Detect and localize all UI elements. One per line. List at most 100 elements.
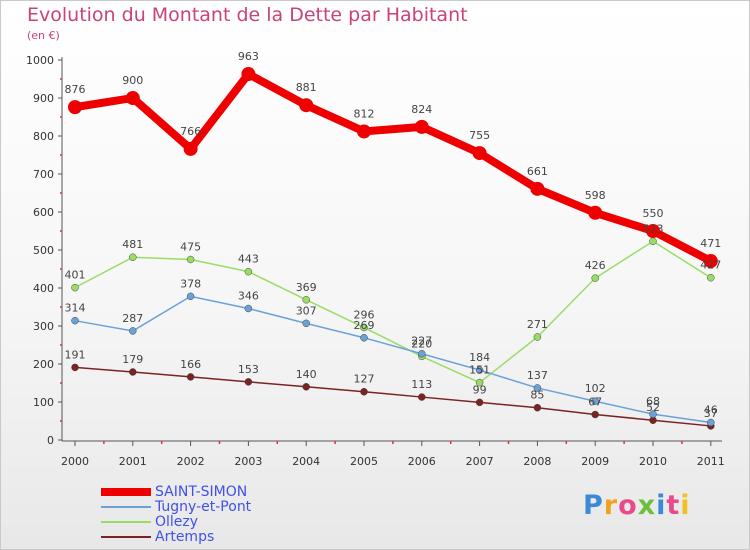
data-point (244, 304, 253, 313)
data-point (360, 323, 368, 332)
legend-swatch (101, 506, 151, 508)
data-point (472, 146, 487, 161)
legend-label: Ollezy (155, 514, 199, 530)
data-point (707, 273, 715, 282)
y-tick-label: 100 (33, 396, 54, 409)
data-label: 766 (180, 125, 201, 138)
data-label: 287 (122, 312, 143, 325)
x-tick-label: 2002 (177, 455, 205, 468)
x-tick-label: 2003 (234, 455, 262, 468)
data-label: 475 (180, 241, 201, 254)
x-tick-label: 2008 (523, 455, 551, 468)
data-point (475, 366, 484, 374)
data-point (71, 316, 79, 325)
legend-swatch (101, 488, 151, 496)
data-label: 598 (585, 189, 606, 202)
data-label: 46 (704, 404, 718, 417)
data-point (475, 398, 484, 407)
data-point (186, 373, 195, 381)
data-point (299, 98, 314, 113)
legend-label: Tugny-et-Pont (155, 499, 252, 515)
data-label: 426 (585, 259, 606, 272)
data-point (591, 274, 599, 282)
data-point (68, 100, 82, 115)
x-tick-label: 2004 (292, 455, 320, 468)
data-point (71, 283, 79, 292)
data-label: 102 (585, 382, 606, 395)
data-point (244, 267, 253, 276)
data-label: 67 (588, 396, 602, 409)
y-tick-label: 1000 (26, 54, 54, 67)
data-label: 85 (530, 389, 544, 402)
data-label: 523 (643, 222, 664, 235)
series-line (74, 295, 711, 424)
data-point (360, 387, 368, 396)
data-point (129, 327, 137, 335)
data-label: 369 (296, 281, 317, 294)
data-label: 179 (122, 353, 143, 366)
data-point (129, 368, 137, 376)
series-line (74, 240, 712, 384)
data-point (71, 363, 79, 372)
data-label: 427 (700, 259, 721, 272)
y-tick-label: 600 (33, 206, 54, 219)
data-label: 876 (65, 83, 86, 96)
legend-label: Artemps (155, 529, 215, 545)
data-point (186, 255, 195, 264)
data-point (591, 397, 599, 405)
y-tick-label: 0 (47, 434, 54, 447)
data-point (588, 205, 603, 220)
data-point (414, 119, 429, 134)
data-point (183, 141, 198, 156)
data-label: 137 (527, 369, 548, 382)
series-line (74, 70, 713, 265)
data-point (533, 333, 542, 341)
data-point (591, 410, 599, 419)
data-point (703, 254, 718, 269)
x-tick-label: 2007 (466, 455, 494, 468)
data-label: 269 (354, 319, 375, 332)
y-tick-label: 500 (33, 244, 54, 257)
data-label: 443 (238, 253, 259, 266)
data-label: 296 (354, 309, 375, 322)
data-point (241, 67, 256, 82)
legend-item: Artemps (101, 529, 361, 545)
chart-title: Evolution du Montant de la Dette par Hab… (27, 4, 468, 26)
data-label: 401 (65, 269, 86, 282)
data-label: 184 (469, 351, 490, 364)
legend-item: SAINT-SIMON (101, 484, 361, 500)
chart-subtitle: (en €) (27, 29, 60, 42)
data-label: 963 (238, 50, 259, 63)
legend-item: Ollezy (101, 514, 361, 530)
data-point (186, 292, 195, 301)
data-point (244, 378, 253, 386)
x-tick-label: 2009 (581, 455, 609, 468)
legend-swatch (101, 536, 151, 538)
data-label: 151 (469, 364, 490, 377)
data-label: 550 (643, 207, 664, 220)
data-label: 307 (296, 304, 317, 317)
x-tick-label: 2010 (639, 455, 667, 468)
data-point (302, 319, 310, 328)
data-point (530, 181, 545, 196)
data-point (475, 378, 484, 387)
legend-item: Tugny-et-Pont (101, 499, 361, 515)
x-tick-label: 2006 (408, 455, 436, 468)
x-tick-label: 2005 (350, 455, 378, 468)
data-point (418, 393, 426, 401)
data-label: 191 (65, 348, 86, 361)
data-label: 68 (646, 395, 660, 408)
data-label: 52 (646, 401, 660, 414)
data-label: 900 (122, 74, 143, 87)
data-label: 812 (354, 107, 375, 120)
data-label: 227 (411, 335, 432, 348)
data-label: 99 (473, 383, 487, 396)
y-tick-label: 700 (33, 168, 54, 181)
data-point (302, 296, 310, 304)
y-tick-label: 800 (33, 130, 54, 143)
data-point (125, 91, 140, 105)
x-tick-label: 2011 (697, 455, 725, 468)
data-label: 881 (296, 81, 317, 94)
